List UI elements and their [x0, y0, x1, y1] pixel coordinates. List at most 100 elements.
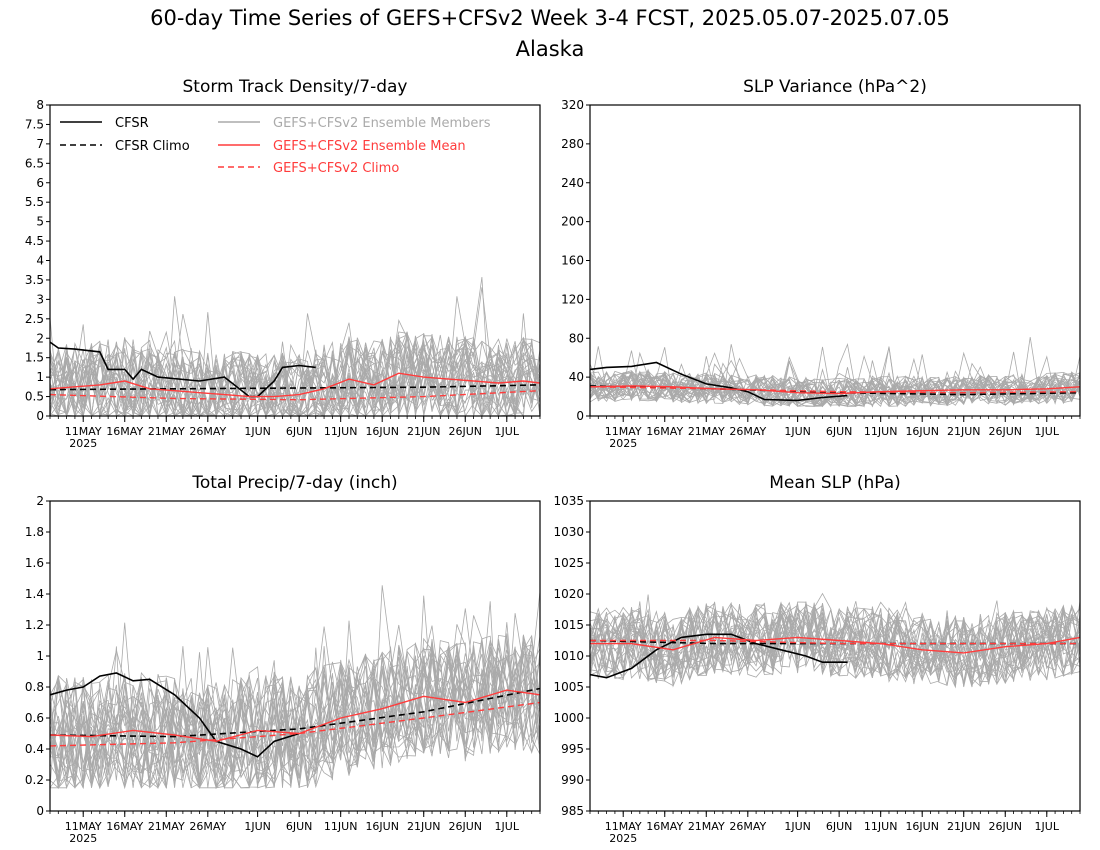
x-tick-label: 6JUN [286, 820, 313, 833]
ensemble-member-line [49, 334, 541, 417]
y-tick-label: 4 [36, 254, 44, 268]
y-tick-label: 1.4 [25, 587, 44, 601]
y-tick-label: 80 [569, 331, 584, 345]
panel-title: Storm Track Density/7-day [183, 77, 408, 97]
series-line-gefs-cfsv2-climo [49, 390, 541, 401]
x-tick-label: 16JUN [365, 820, 399, 833]
y-tick-label: 0.4 [25, 742, 44, 756]
y-tick-label: 120 [561, 292, 584, 306]
x-tick-label: 26MAY [729, 820, 766, 833]
y-tick-label: 995 [561, 742, 584, 756]
x-tick-label: 11JUN [864, 820, 898, 833]
x-tick-label: 16MAY [106, 820, 143, 833]
ensemble-member-line [49, 312, 541, 418]
ensemble-member-line [49, 601, 541, 788]
x-tick-label: 11JUN [324, 820, 358, 833]
x-tick-label: 21MAY [688, 820, 725, 833]
y-tick-label: 0.6 [25, 711, 44, 725]
x-tick-label: 16MAY [646, 425, 683, 438]
x-tick-label: 6JUN [826, 425, 853, 438]
x-tick-label: 1JUN [244, 820, 271, 833]
x-tick-label: 16MAY [646, 820, 683, 833]
ensemble-member-line [49, 644, 541, 790]
x-tick-label: 16JUN [365, 425, 399, 438]
y-tick-label: 200 [561, 215, 584, 229]
y-tick-label: 1020 [553, 587, 584, 601]
x-year-label: 2025 [69, 437, 97, 450]
figure-subtitle: Alaska [516, 37, 585, 61]
x-tick-label: 11MAY [65, 425, 102, 438]
y-tick-label: 0.5 [25, 390, 44, 404]
x-tick-label: 21JUN [947, 820, 981, 833]
ensemble-members [49, 585, 541, 790]
x-tick-label: 11MAY [605, 425, 642, 438]
y-tick-label: 240 [561, 176, 584, 190]
x-year-label: 2025 [69, 832, 97, 845]
y-tick-label: 1.2 [25, 618, 44, 632]
legend-label: GEFS+CFSv2 Climo [273, 161, 399, 176]
ensemble-member-line [589, 371, 1081, 405]
y-tick-label: 8 [36, 98, 44, 112]
y-tick-label: 2 [36, 331, 44, 345]
y-tick-label: 7.5 [25, 117, 44, 131]
y-tick-label: 7 [36, 137, 44, 151]
x-tick-label: 1JUN [784, 820, 811, 833]
x-tick-label: 16JUN [905, 820, 939, 833]
legend-label: CFSR [115, 116, 149, 131]
ensemble-member-line [589, 603, 1081, 686]
panel-title: Total Precip/7-day (inch) [191, 473, 397, 493]
y-tick-label: 0.2 [25, 773, 44, 787]
y-tick-label: 990 [561, 773, 584, 787]
x-tick-label: 21MAY [148, 820, 185, 833]
panel-title: Mean SLP (hPa) [769, 473, 901, 493]
y-tick-label: 6.5 [25, 156, 44, 170]
x-tick-label: 11MAY [605, 820, 642, 833]
y-tick-label: 280 [561, 137, 584, 151]
y-tick-label: 2.5 [25, 312, 44, 326]
ensemble-member-line [49, 340, 541, 418]
y-tick-label: 1030 [553, 525, 584, 539]
x-tick-label: 1JUL [1035, 820, 1060, 833]
x-tick-label: 6JUN [826, 820, 853, 833]
x-tick-label: 26MAY [729, 425, 766, 438]
ensemble-member-line [49, 635, 541, 790]
x-tick-label: 26JUN [448, 820, 482, 833]
ensemble-member-line [49, 637, 541, 790]
plot-frame [589, 104, 1081, 417]
y-tick-label: 0.8 [25, 680, 44, 694]
ensemble-members [589, 592, 1081, 689]
series-line-gefs-cfsv2-climo [590, 639, 1080, 645]
legend-label: GEFS+CFSv2 Ensemble Members [273, 116, 491, 131]
x-tick-label: 21JUN [407, 820, 441, 833]
x-tick-label: 26MAY [189, 425, 226, 438]
x-tick-label: 16MAY [106, 425, 143, 438]
legend-label: GEFS+CFSv2 Ensemble Mean [273, 139, 466, 154]
y-tick-label: 160 [561, 254, 584, 268]
ensemble-member-line [589, 612, 1081, 682]
y-tick-label: 985 [561, 804, 584, 818]
legend: CFSR CFSR Climo GEFS+CFSv2 Ensemble Member… [60, 116, 491, 176]
y-tick-label: 1.8 [25, 525, 44, 539]
x-tick-label: 11JUN [864, 425, 898, 438]
x-tick-label: 21JUN [407, 425, 441, 438]
y-tick-label: 5 [36, 215, 44, 229]
ensemble-member-line [49, 317, 541, 418]
y-tick-label: 1025 [553, 556, 584, 570]
y-tick-label: 6 [36, 176, 44, 190]
y-tick-label: 3 [36, 292, 44, 306]
panels: Storm Track Density/7-day 0 0.5 1 1.5 2 2.5 3 3.… [25, 77, 1081, 845]
series-line-cfsr [589, 361, 848, 402]
x-year-label: 2025 [609, 832, 637, 845]
y-tick-label: 1 [36, 649, 44, 663]
y-tick-label: 1 [36, 370, 44, 384]
y-tick-label: 1.6 [25, 556, 44, 570]
y-tick-label: 3.5 [25, 273, 44, 287]
ensemble-member-line [589, 606, 1081, 674]
series-line-cfsr [49, 672, 300, 758]
y-tick-label: 1015 [553, 618, 584, 632]
x-tick-label: 11MAY [65, 820, 102, 833]
x-tick-label: 1JUN [784, 425, 811, 438]
ensemble-member-line [49, 643, 541, 789]
series-line-gefs-cfsv2-ensemble-mean [49, 372, 541, 398]
y-tick-label: 0 [576, 409, 584, 423]
